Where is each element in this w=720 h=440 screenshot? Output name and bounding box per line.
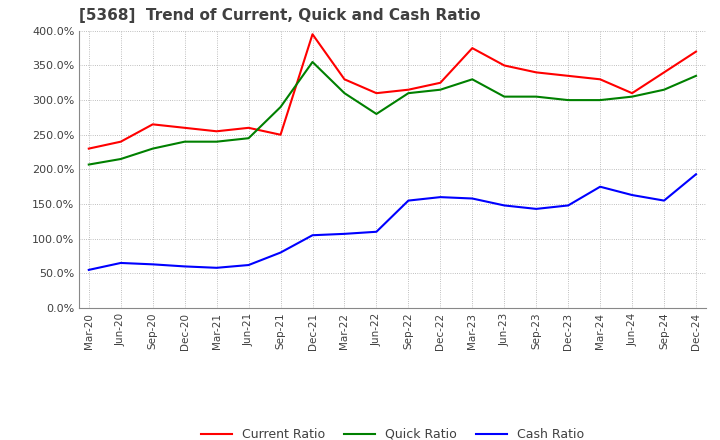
- Quick Ratio: [117, 156, 125, 161]
- Current Ratio: [500, 63, 508, 68]
- Cash Ratio: [532, 206, 541, 212]
- Cash Ratio: [308, 233, 317, 238]
- Quick Ratio: [436, 87, 445, 92]
- Current Ratio: [148, 122, 157, 127]
- Current Ratio: [692, 49, 701, 54]
- Cash Ratio: [660, 198, 668, 203]
- Cash Ratio: [404, 198, 413, 203]
- Current Ratio: [596, 77, 605, 82]
- Current Ratio: [372, 91, 381, 96]
- Current Ratio: [117, 139, 125, 144]
- Quick Ratio: [500, 94, 508, 99]
- Current Ratio: [276, 132, 285, 137]
- Current Ratio: [532, 70, 541, 75]
- Current Ratio: [180, 125, 189, 130]
- Quick Ratio: [276, 104, 285, 110]
- Current Ratio: [436, 80, 445, 85]
- Cash Ratio: [244, 262, 253, 268]
- Line: Cash Ratio: Cash Ratio: [89, 174, 696, 270]
- Cash Ratio: [692, 172, 701, 177]
- Legend: Current Ratio, Quick Ratio, Cash Ratio: Current Ratio, Quick Ratio, Cash Ratio: [196, 423, 589, 440]
- Current Ratio: [212, 128, 221, 134]
- Quick Ratio: [84, 162, 93, 167]
- Quick Ratio: [628, 94, 636, 99]
- Cash Ratio: [340, 231, 348, 236]
- Quick Ratio: [148, 146, 157, 151]
- Quick Ratio: [244, 136, 253, 141]
- Cash Ratio: [596, 184, 605, 189]
- Cash Ratio: [564, 203, 572, 208]
- Quick Ratio: [692, 73, 701, 78]
- Cash Ratio: [468, 196, 477, 201]
- Text: [5368]  Trend of Current, Quick and Cash Ratio: [5368] Trend of Current, Quick and Cash …: [79, 7, 481, 23]
- Current Ratio: [84, 146, 93, 151]
- Cash Ratio: [148, 262, 157, 267]
- Current Ratio: [404, 87, 413, 92]
- Quick Ratio: [404, 91, 413, 96]
- Quick Ratio: [372, 111, 381, 117]
- Quick Ratio: [212, 139, 221, 144]
- Quick Ratio: [596, 97, 605, 103]
- Quick Ratio: [180, 139, 189, 144]
- Quick Ratio: [660, 87, 668, 92]
- Quick Ratio: [308, 59, 317, 65]
- Cash Ratio: [500, 203, 508, 208]
- Quick Ratio: [468, 77, 477, 82]
- Line: Current Ratio: Current Ratio: [89, 34, 696, 149]
- Quick Ratio: [340, 91, 348, 96]
- Current Ratio: [308, 32, 317, 37]
- Cash Ratio: [372, 229, 381, 235]
- Cash Ratio: [84, 267, 93, 272]
- Cash Ratio: [212, 265, 221, 271]
- Current Ratio: [628, 91, 636, 96]
- Current Ratio: [468, 45, 477, 51]
- Current Ratio: [564, 73, 572, 78]
- Quick Ratio: [564, 97, 572, 103]
- Current Ratio: [244, 125, 253, 130]
- Current Ratio: [340, 77, 348, 82]
- Cash Ratio: [436, 194, 445, 200]
- Cash Ratio: [180, 264, 189, 269]
- Cash Ratio: [276, 250, 285, 255]
- Quick Ratio: [532, 94, 541, 99]
- Line: Quick Ratio: Quick Ratio: [89, 62, 696, 165]
- Cash Ratio: [117, 260, 125, 266]
- Cash Ratio: [628, 192, 636, 198]
- Current Ratio: [660, 70, 668, 75]
